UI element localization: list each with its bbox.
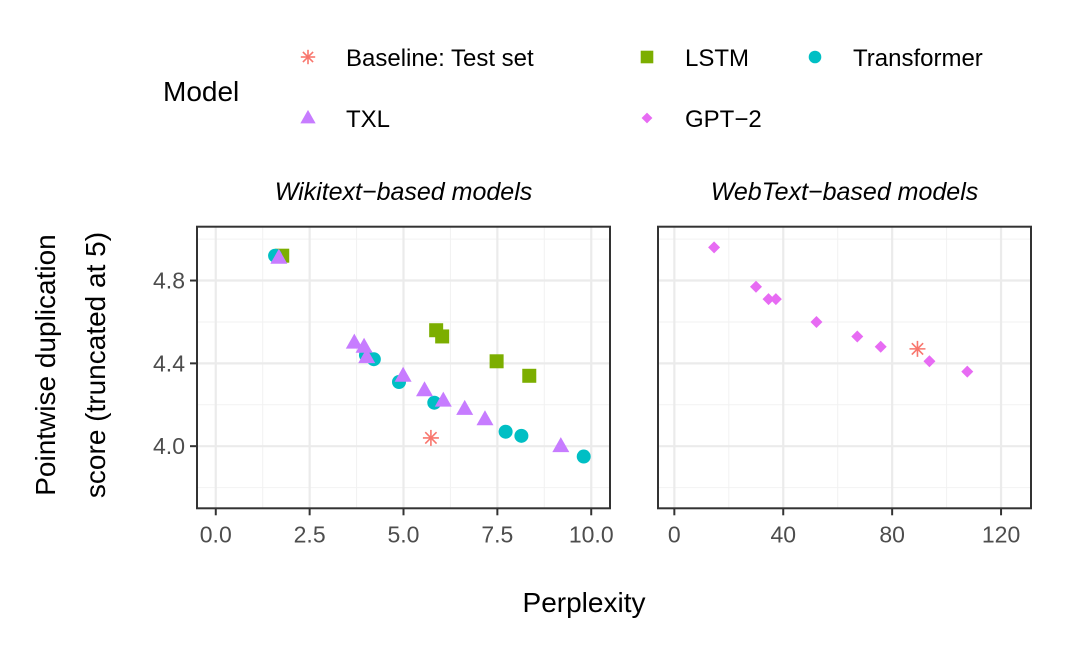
x-tick-label: 7.5 — [481, 521, 513, 547]
panel-2: WebText−based models 0 40 80 120 — [657, 178, 1032, 547]
point-txl — [476, 410, 494, 426]
point-gpt-2 — [961, 365, 974, 378]
point-gpt-2 — [810, 315, 823, 328]
x-tick-label: 40 — [770, 521, 796, 547]
x-tick-label: 0.0 — [200, 521, 232, 547]
legend-circle-icon — [808, 50, 822, 64]
point-gpt-2 — [874, 340, 887, 353]
point-baseline-test-set — [422, 429, 439, 446]
point-txl — [358, 348, 376, 364]
legend-square-icon — [640, 50, 654, 64]
x-tick-label: 120 — [982, 521, 1020, 547]
y-axis-label-line-1: Pointwise duplication — [30, 234, 61, 496]
point-txl — [394, 366, 412, 382]
panel-title: Wikitext−based models — [275, 178, 533, 206]
point-txl — [434, 391, 452, 407]
panel-1: Wikitext−based models 0.0 2.5 5.0 7.5 10.0 4.0… — [153, 178, 614, 547]
x-tick-label: 5.0 — [388, 521, 420, 547]
panel-title: WebText−based models — [711, 178, 979, 206]
legend-label: Baseline: Test set — [346, 45, 534, 72]
point-lstm — [489, 354, 504, 369]
point-gpt-2 — [708, 241, 721, 254]
point-txl — [552, 437, 570, 453]
legend-label: TXL — [346, 106, 390, 133]
point-gpt-2 — [750, 280, 763, 293]
point-baseline-test-set — [909, 340, 926, 357]
point-txl — [456, 399, 474, 415]
legend-label: LSTM — [685, 45, 749, 72]
panel-border — [196, 225, 611, 510]
x-axis-label: Perplexity — [523, 587, 646, 618]
legend-label: Transformer — [853, 45, 983, 72]
point-gpt-2 — [769, 293, 782, 306]
y-tick-label: 4.4 — [153, 350, 185, 376]
point-txl — [355, 337, 373, 353]
y-axis-label-line-2: score (truncated at 5) — [80, 232, 111, 498]
legend-title: Model — [163, 76, 239, 107]
point-gpt-2 — [851, 330, 864, 343]
x-tick-label: 0 — [668, 521, 681, 547]
point-txl — [270, 248, 288, 264]
x-tick-label: 80 — [879, 521, 905, 547]
legend-label: GPT−2 — [685, 106, 762, 133]
legend-triangle-icon — [300, 109, 316, 124]
point-transformer — [498, 424, 513, 439]
point-transformer — [514, 428, 529, 443]
point-lstm — [435, 329, 450, 344]
point-gpt-2 — [923, 355, 936, 368]
x-tick-label: 2.5 — [294, 521, 326, 547]
point-txl — [345, 333, 363, 349]
y-tick-label: 4.0 — [153, 433, 185, 459]
y-tick-label: 4.8 — [153, 268, 185, 294]
legend: Model Baseline: Test set LSTM Transformer T… — [163, 45, 983, 133]
x-tick-label: 10.0 — [569, 521, 614, 547]
point-txl — [416, 381, 434, 397]
legend-asterisk-icon — [300, 49, 316, 65]
legend-diamond-icon — [641, 112, 653, 124]
point-gpt-2 — [762, 293, 775, 306]
point-lstm — [522, 368, 537, 383]
panel-border — [657, 225, 1032, 510]
point-transformer — [576, 449, 591, 464]
